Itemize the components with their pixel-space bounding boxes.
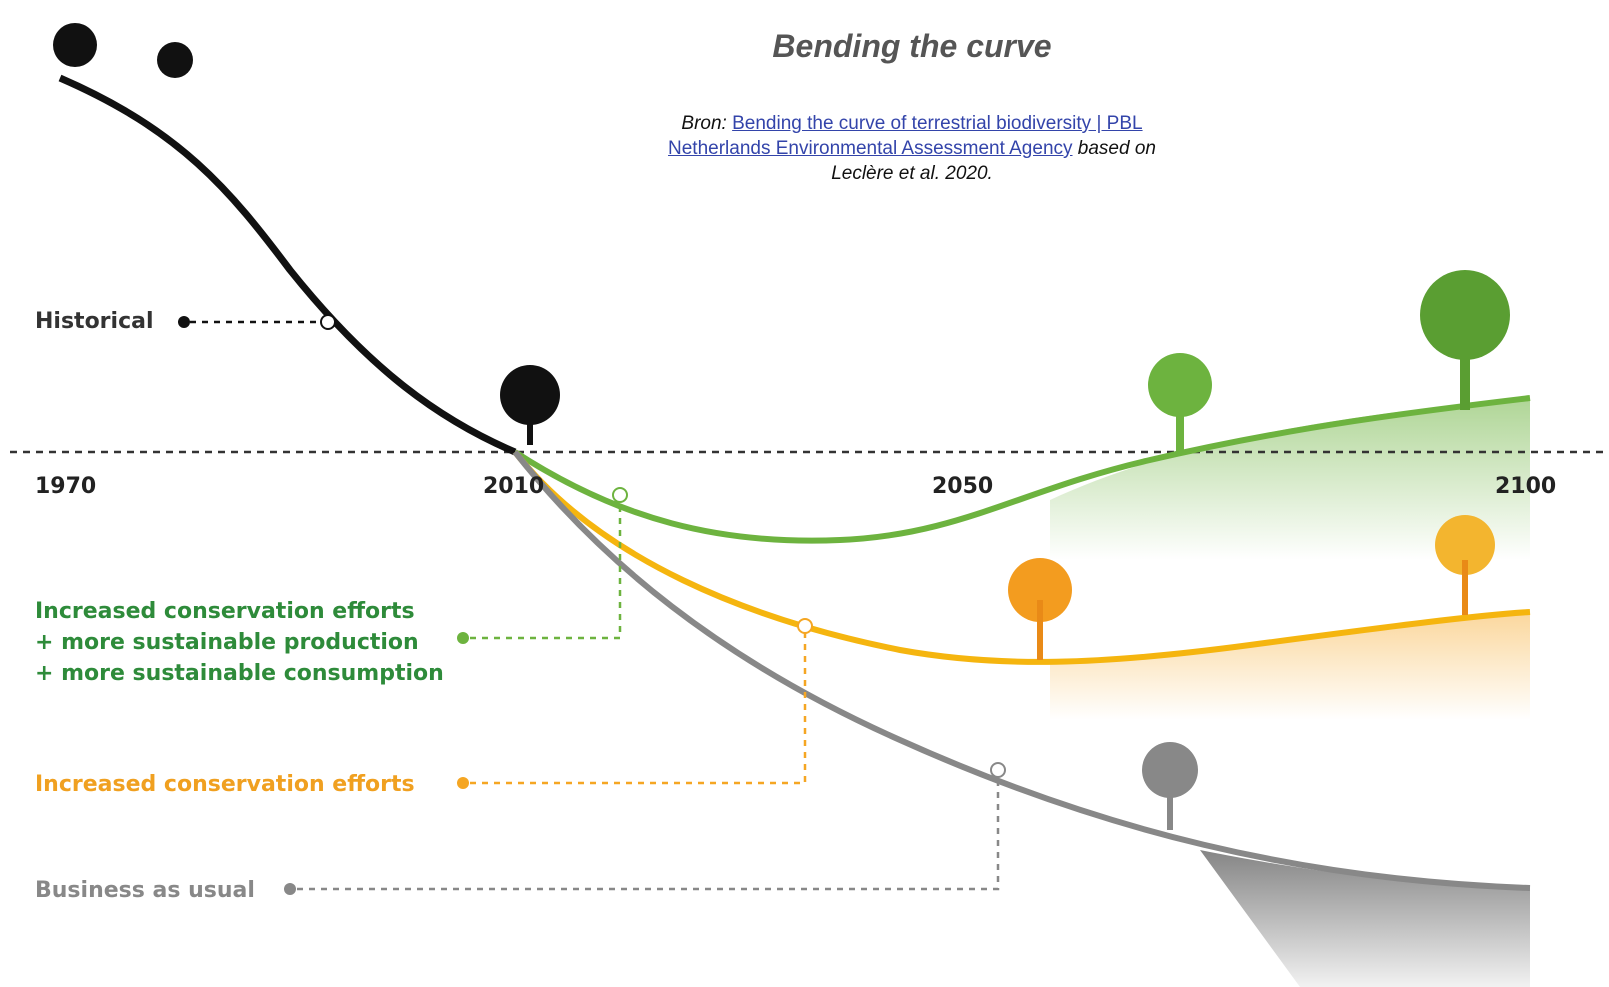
historical-label: Historical	[35, 309, 154, 334]
source-prefix: Bron:	[681, 113, 726, 134]
citation: Leclère et al. 2020.	[831, 163, 993, 184]
scenario-label: + more sustainable production	[35, 630, 419, 655]
historical-curve	[60, 78, 515, 452]
source: Bron: Bending the curve of terrestrial b…	[632, 111, 1192, 186]
scenario-label: Increased conservation efforts	[35, 599, 415, 624]
scenario-label: Increased conservation efforts	[35, 772, 415, 797]
source-suffix: based on	[1078, 138, 1156, 159]
scenario-label: Business as usual	[35, 878, 255, 903]
infographic: Historical 1970 2010 2050 2100 Increased…	[0, 0, 1609, 987]
year-label: 2100	[1495, 474, 1556, 499]
scenario-label: + more sustainable consumption	[35, 661, 444, 686]
source-link[interactable]: Bending the curve of terrestrial biodive…	[668, 113, 1143, 159]
orange-fill	[1050, 612, 1530, 720]
gray-fill	[1200, 850, 1530, 987]
year-label: 2010	[483, 474, 544, 499]
year-label: 2050	[932, 474, 993, 499]
title: Bending the curve	[612, 28, 1212, 65]
year-label: 1970	[35, 474, 96, 499]
